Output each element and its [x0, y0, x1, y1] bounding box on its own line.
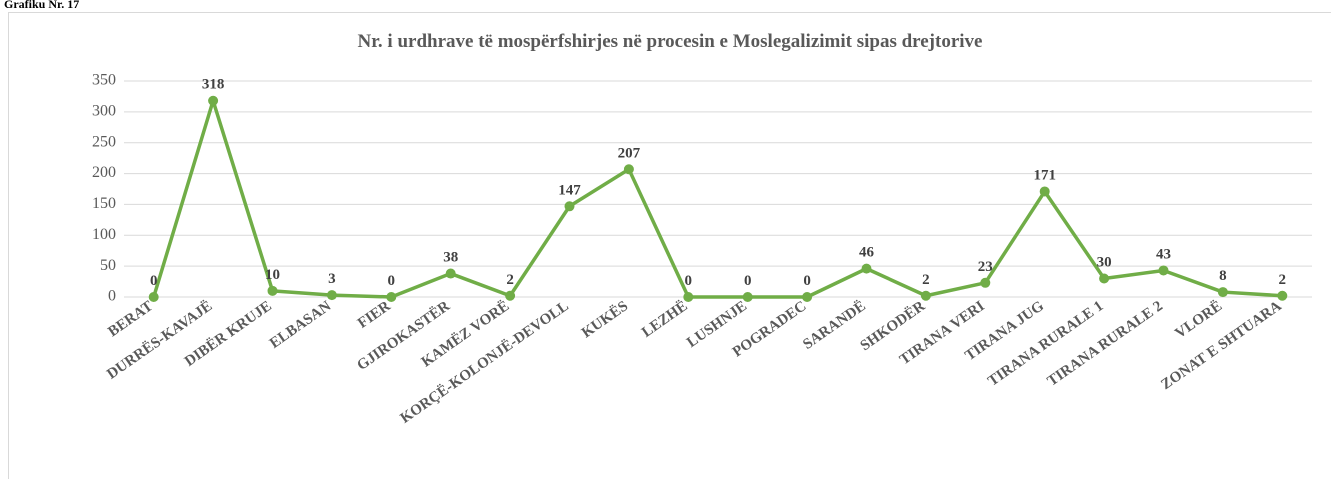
- data-point: [1277, 290, 1288, 301]
- y-tick-label: 250: [92, 133, 116, 150]
- data-label: 46: [859, 245, 875, 261]
- data-point: [505, 290, 516, 301]
- data-label: 171: [1033, 167, 1056, 183]
- data-point: [683, 292, 694, 302]
- data-label: 30: [1097, 254, 1112, 270]
- data-label: 318: [202, 77, 225, 93]
- data-point: [742, 292, 753, 302]
- x-tick-label: DURRËS-KAVAJË: [104, 298, 215, 383]
- data-point: [386, 292, 397, 302]
- data-label: 2: [1279, 272, 1287, 288]
- data-point: [623, 164, 634, 175]
- y-tick-label: 0: [108, 288, 116, 305]
- data-point: [267, 285, 278, 296]
- x-tick-label: VLORË: [1172, 298, 1225, 342]
- x-tick-label: SARANDË: [800, 298, 869, 353]
- data-point: [1039, 186, 1050, 197]
- data-label: 0: [803, 273, 811, 289]
- data-point: [861, 263, 872, 274]
- chart-border: [8, 12, 1331, 479]
- data-label: 0: [744, 273, 752, 289]
- data-point: [326, 290, 337, 301]
- data-label: 2: [506, 272, 514, 288]
- data-label: 8: [1219, 268, 1227, 284]
- data-label: 38: [443, 250, 458, 266]
- figure-caption: Grafiku Nr. 17: [4, 0, 79, 11]
- y-tick-label: 200: [92, 164, 116, 181]
- x-tick-label: KUKËS: [579, 298, 631, 341]
- data-label: 3: [328, 271, 336, 287]
- chart-title: Nr. i urdhrave të mospërfshirjes në proc…: [358, 31, 983, 52]
- data-point: [208, 95, 219, 106]
- x-tick-label: FIER: [355, 298, 394, 332]
- data-label: 43: [1156, 246, 1171, 262]
- data-point: [148, 292, 159, 302]
- y-tick-label: 150: [92, 195, 116, 212]
- x-tick-label: LEZHË: [639, 298, 691, 341]
- data-label: 147: [558, 182, 581, 198]
- y-tick-label: 50: [100, 257, 116, 274]
- data-point: [802, 292, 813, 302]
- data-label: 10: [265, 267, 280, 283]
- data-point: [920, 290, 931, 301]
- data-label: 207: [618, 145, 641, 161]
- data-point: [980, 277, 991, 288]
- data-point: [1099, 273, 1110, 284]
- data-label: 23: [978, 259, 993, 275]
- data-point: [564, 201, 575, 212]
- data-point: [1217, 287, 1228, 298]
- y-tick-label: 300: [92, 103, 116, 120]
- data-label: 0: [150, 273, 158, 289]
- data-label: 2: [922, 272, 930, 288]
- y-tick-label: 100: [92, 226, 116, 243]
- data-point: [445, 268, 456, 279]
- data-label: 0: [388, 273, 396, 289]
- y-tick-label: 350: [92, 72, 116, 89]
- line: [152, 98, 1283, 299]
- x-tick-label: ELBASAN: [267, 298, 334, 352]
- data-label: 0: [685, 273, 693, 289]
- data-point: [1158, 265, 1169, 276]
